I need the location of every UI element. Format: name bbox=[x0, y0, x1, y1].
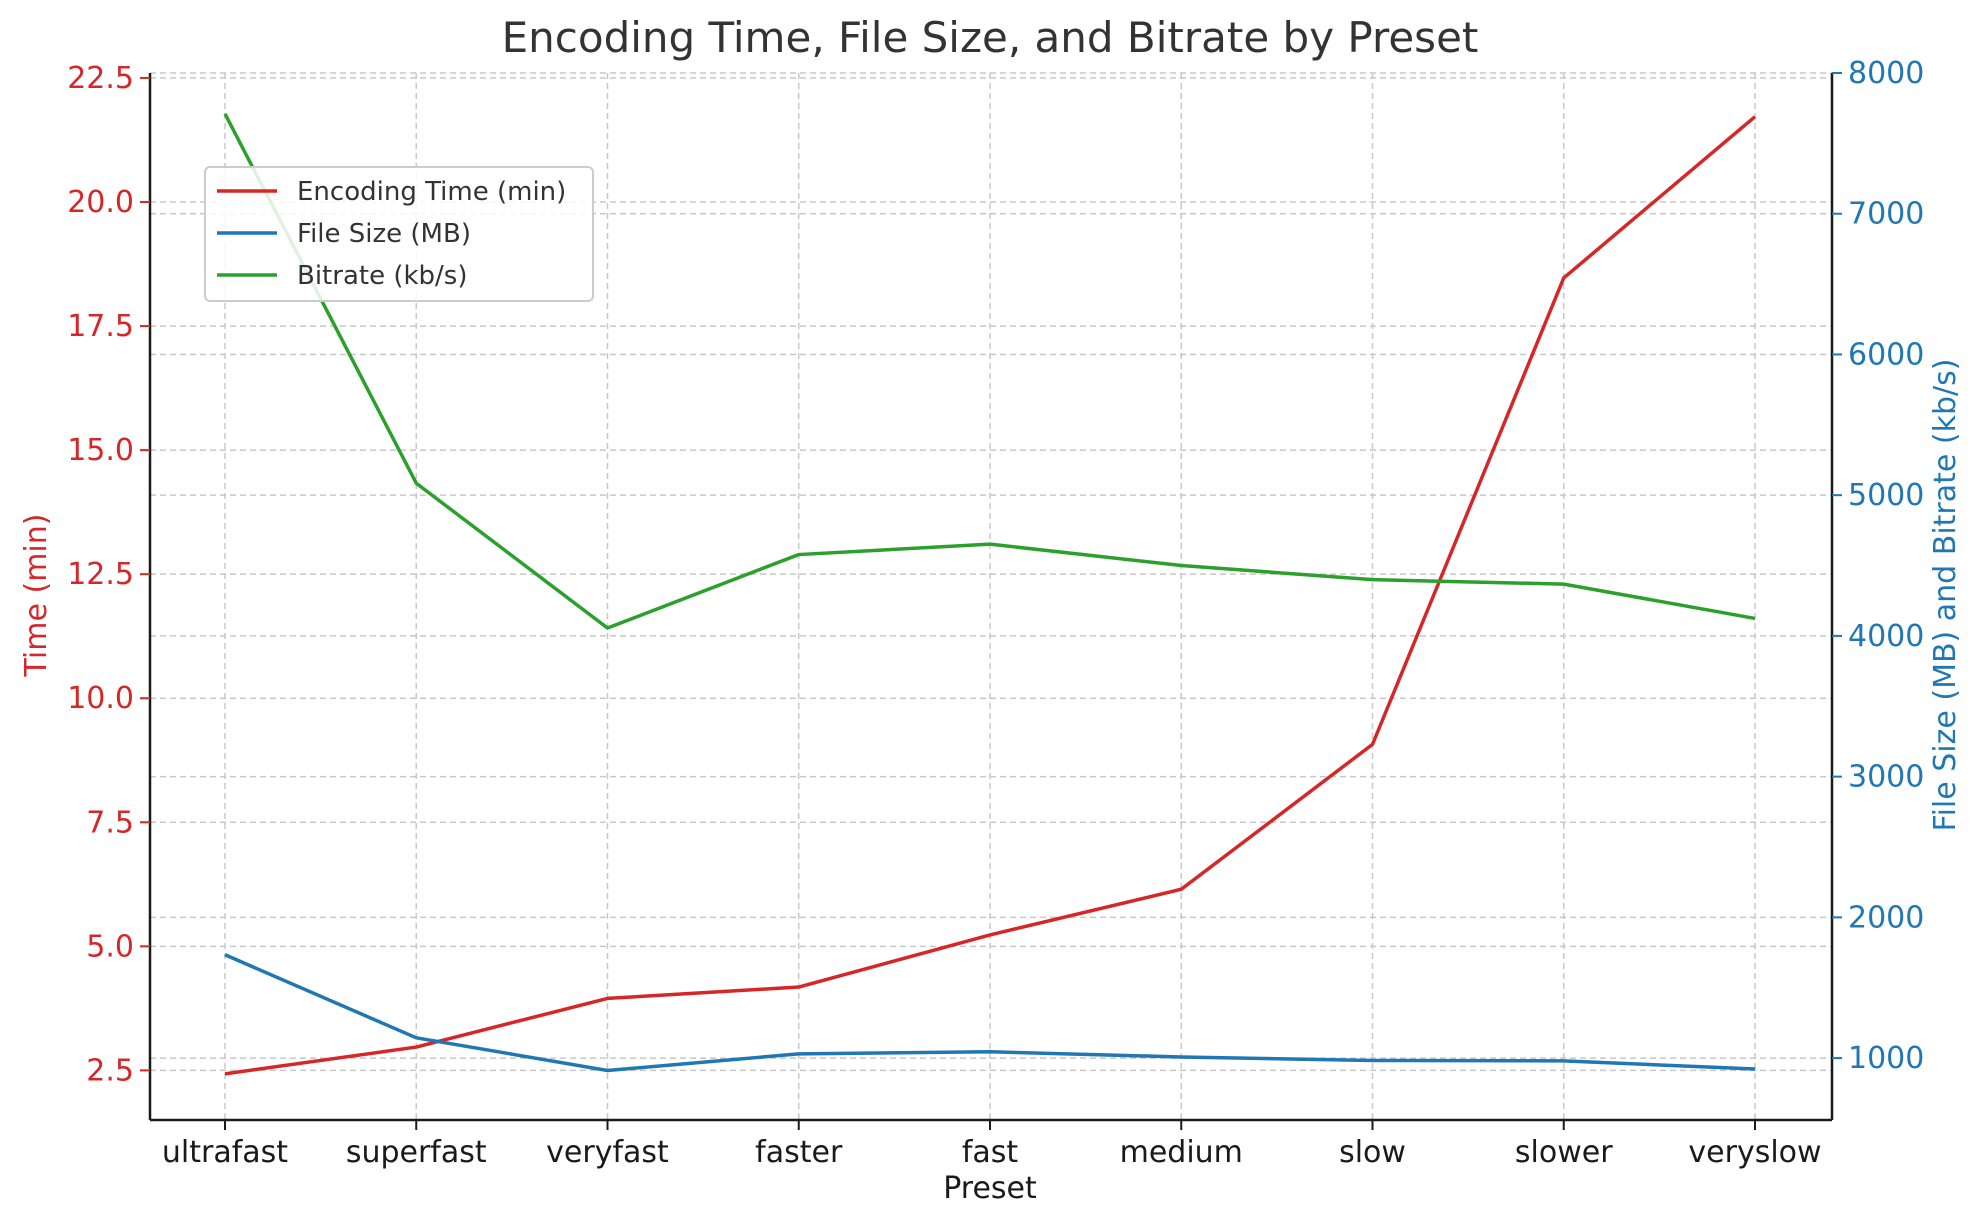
legend-entry-label: Bitrate (kb/s) bbox=[297, 261, 468, 291]
series-line-file-size-mb bbox=[224, 953, 1756, 1073]
x-tick-label: slow bbox=[1339, 1135, 1406, 1170]
tick-labels: ultrafast superfast veryfast faster fast medi… bbox=[67, 56, 1924, 1170]
legend: Encoding Time (min) File Size (MB) Bitrate… bbox=[204, 166, 594, 302]
y-left-tick-label: 20.0 bbox=[67, 185, 134, 220]
legend-entry-label: Encoding Time (min) bbox=[297, 177, 566, 207]
y-left-tick-label: 15.0 bbox=[67, 433, 134, 468]
y-left-tick-label: 22.5 bbox=[67, 61, 134, 96]
y-left-tick-label: 10.0 bbox=[67, 681, 134, 716]
y-right-tick-label: 8000 bbox=[1848, 56, 1924, 91]
x-tick-label: slower bbox=[1515, 1135, 1613, 1170]
chart-title: Encoding Time, File Size, and Bitrate by… bbox=[502, 13, 1479, 62]
x-tick-label: ultrafast bbox=[162, 1135, 288, 1170]
y-right-tick-label: 6000 bbox=[1848, 337, 1924, 372]
x-tick-label: veryfast bbox=[546, 1135, 669, 1170]
y-left-tick-label: 17.5 bbox=[67, 309, 134, 344]
x-tick-label: faster bbox=[755, 1135, 843, 1170]
y-left-tick-label: 2.5 bbox=[86, 1053, 134, 1088]
x-axis-label: Preset bbox=[943, 1171, 1037, 1206]
y-left-tick-label: 7.5 bbox=[86, 805, 134, 840]
y-axis-right-label: File Size (MB) and Bitrate (kb/s) bbox=[1928, 359, 1963, 832]
x-tick-label: medium bbox=[1120, 1135, 1243, 1170]
y-left-tick-label: 5.0 bbox=[86, 929, 134, 964]
grid-lines bbox=[150, 72, 1832, 1120]
x-tick-label: veryslow bbox=[1688, 1135, 1821, 1170]
x-tick-label: fast bbox=[962, 1135, 1019, 1170]
y-right-tick-label: 3000 bbox=[1848, 760, 1924, 795]
y-right-tick-label: 7000 bbox=[1848, 197, 1924, 232]
y-axis-left-label: Time (min) bbox=[19, 514, 54, 678]
x-tick-label: superfast bbox=[346, 1135, 487, 1170]
legend-entry-label: File Size (MB) bbox=[297, 219, 471, 249]
y-right-tick-label: 5000 bbox=[1848, 478, 1924, 513]
y-right-tick-label: 1000 bbox=[1848, 1041, 1924, 1076]
legend-box bbox=[204, 166, 594, 302]
series-lines bbox=[223, 113, 1757, 1076]
y-right-tick-label: 4000 bbox=[1848, 619, 1924, 654]
y-left-tick-label: 12.5 bbox=[67, 557, 134, 592]
axes bbox=[140, 72, 1842, 1130]
y-right-tick-label: 2000 bbox=[1848, 900, 1924, 935]
